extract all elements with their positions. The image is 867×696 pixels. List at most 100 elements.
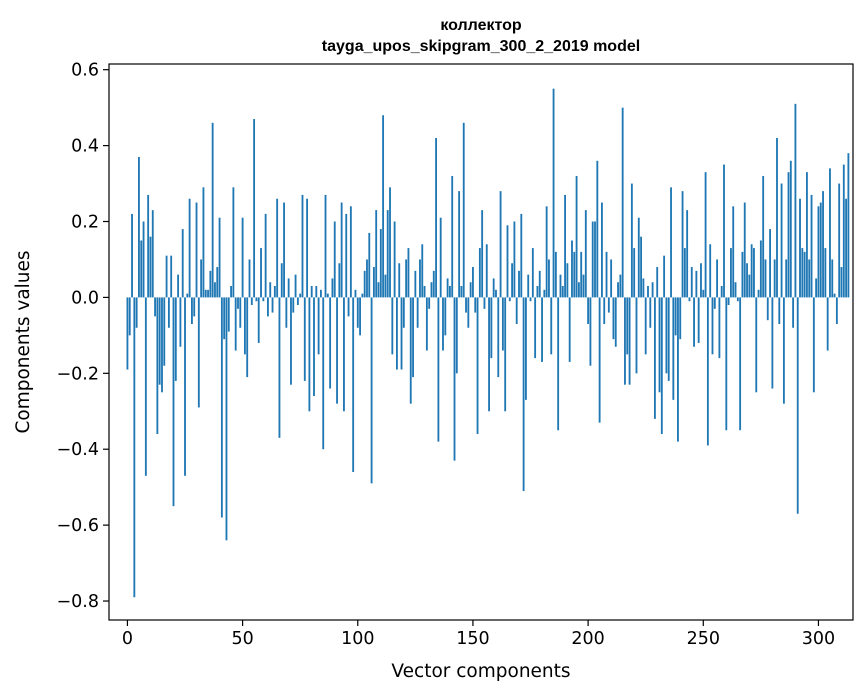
bar-67	[280, 263, 283, 298]
bar-187	[557, 297, 560, 431]
bar-217	[626, 297, 629, 355]
bar-232	[660, 297, 663, 435]
bar-61	[267, 297, 269, 317]
bar-291	[796, 297, 799, 514]
bar-126	[416, 297, 419, 328]
bar-249	[700, 263, 702, 298]
bar-243	[686, 210, 689, 298]
bar-312	[845, 198, 848, 298]
bar-95	[345, 213, 348, 298]
bar-303	[824, 248, 827, 298]
bar-11	[151, 210, 154, 298]
bar-211	[612, 297, 615, 340]
x-axis-ticks: 0 50 100 150 200 250 300	[122, 620, 835, 649]
bar-44	[227, 297, 230, 332]
bar-206	[601, 202, 603, 298]
bar-77	[303, 297, 306, 381]
bar-281	[773, 259, 776, 298]
bar-199	[584, 210, 587, 298]
bar-269	[746, 263, 748, 298]
bar-17	[165, 255, 168, 298]
bar-146	[462, 122, 465, 298]
bar-6	[140, 240, 143, 298]
bar-231	[658, 297, 661, 393]
bar-33	[202, 187, 205, 298]
bar-299	[815, 278, 818, 298]
bar-305	[829, 168, 831, 298]
bar-298	[812, 297, 815, 393]
bar-278	[766, 297, 769, 321]
bar-93	[340, 202, 343, 298]
bar-2	[131, 213, 133, 298]
bar-96	[347, 297, 350, 317]
bar-69	[285, 297, 288, 328]
bar-40	[218, 217, 221, 298]
bar-98	[352, 297, 355, 472]
bar-142	[453, 297, 456, 461]
bar-131	[428, 297, 431, 309]
bar-108	[375, 210, 378, 298]
y-tick-label-1: 0.4	[71, 137, 99, 157]
bar-134	[435, 138, 437, 298]
bar-216	[624, 297, 626, 385]
y-tick-label-0: 0.6	[71, 61, 99, 81]
bar-114	[389, 187, 391, 298]
bar-245	[690, 267, 693, 298]
y-tick-label-4: −0.2	[57, 364, 100, 384]
bar-246	[693, 297, 695, 347]
bar-233	[663, 255, 666, 298]
bar-156	[485, 244, 488, 298]
bar-132	[430, 282, 433, 298]
bar-137	[442, 297, 444, 351]
bar-177	[534, 297, 537, 359]
bar-234	[665, 297, 668, 374]
bar-136	[439, 217, 442, 298]
bar-140	[448, 286, 451, 298]
bar-82	[315, 286, 318, 298]
bar-14	[158, 297, 161, 385]
bar-295	[806, 172, 808, 298]
bar-203	[594, 221, 596, 298]
bar-190	[564, 194, 566, 298]
bar-101	[359, 297, 361, 336]
bar-117	[396, 297, 398, 370]
bar-152	[476, 297, 479, 435]
bar-87	[326, 293, 329, 298]
bar-258	[720, 286, 723, 298]
x-tick-label-200: 200	[571, 629, 604, 649]
y-tick-label-7: −0.8	[57, 592, 100, 612]
bar-170	[518, 270, 520, 298]
bar-115	[391, 297, 394, 355]
bar-301	[819, 202, 822, 298]
bar-302	[822, 191, 824, 298]
bar-256	[716, 259, 719, 298]
bar-253	[709, 244, 712, 298]
bar-42	[223, 297, 226, 340]
bar-215	[621, 107, 624, 298]
bar-27	[188, 198, 191, 298]
y-tick-label-3: 0.0	[71, 288, 99, 308]
chart-title-line-2: tayga_upos_skipgram_300_2_2019 model	[322, 38, 640, 55]
bar-24	[181, 229, 184, 298]
bar-54	[250, 297, 253, 305]
bar-80	[310, 286, 313, 298]
bar-285	[782, 297, 785, 404]
bar-58	[260, 248, 262, 298]
bar-207	[603, 297, 606, 324]
bar-143	[455, 297, 458, 374]
bar-209	[607, 297, 610, 313]
bar-310	[840, 267, 843, 298]
bar-263	[732, 206, 735, 298]
bar-118	[398, 263, 401, 298]
bar-172	[522, 297, 525, 491]
bar-28	[191, 297, 193, 324]
bar-266	[739, 297, 742, 431]
bar-235	[667, 297, 670, 381]
bar-135	[437, 297, 440, 442]
bar-72	[292, 297, 295, 313]
plot-frame	[108, 63, 854, 621]
bar-105	[368, 232, 371, 298]
bar-16	[163, 297, 166, 366]
bars-group	[126, 88, 850, 598]
bar-188	[559, 274, 562, 298]
